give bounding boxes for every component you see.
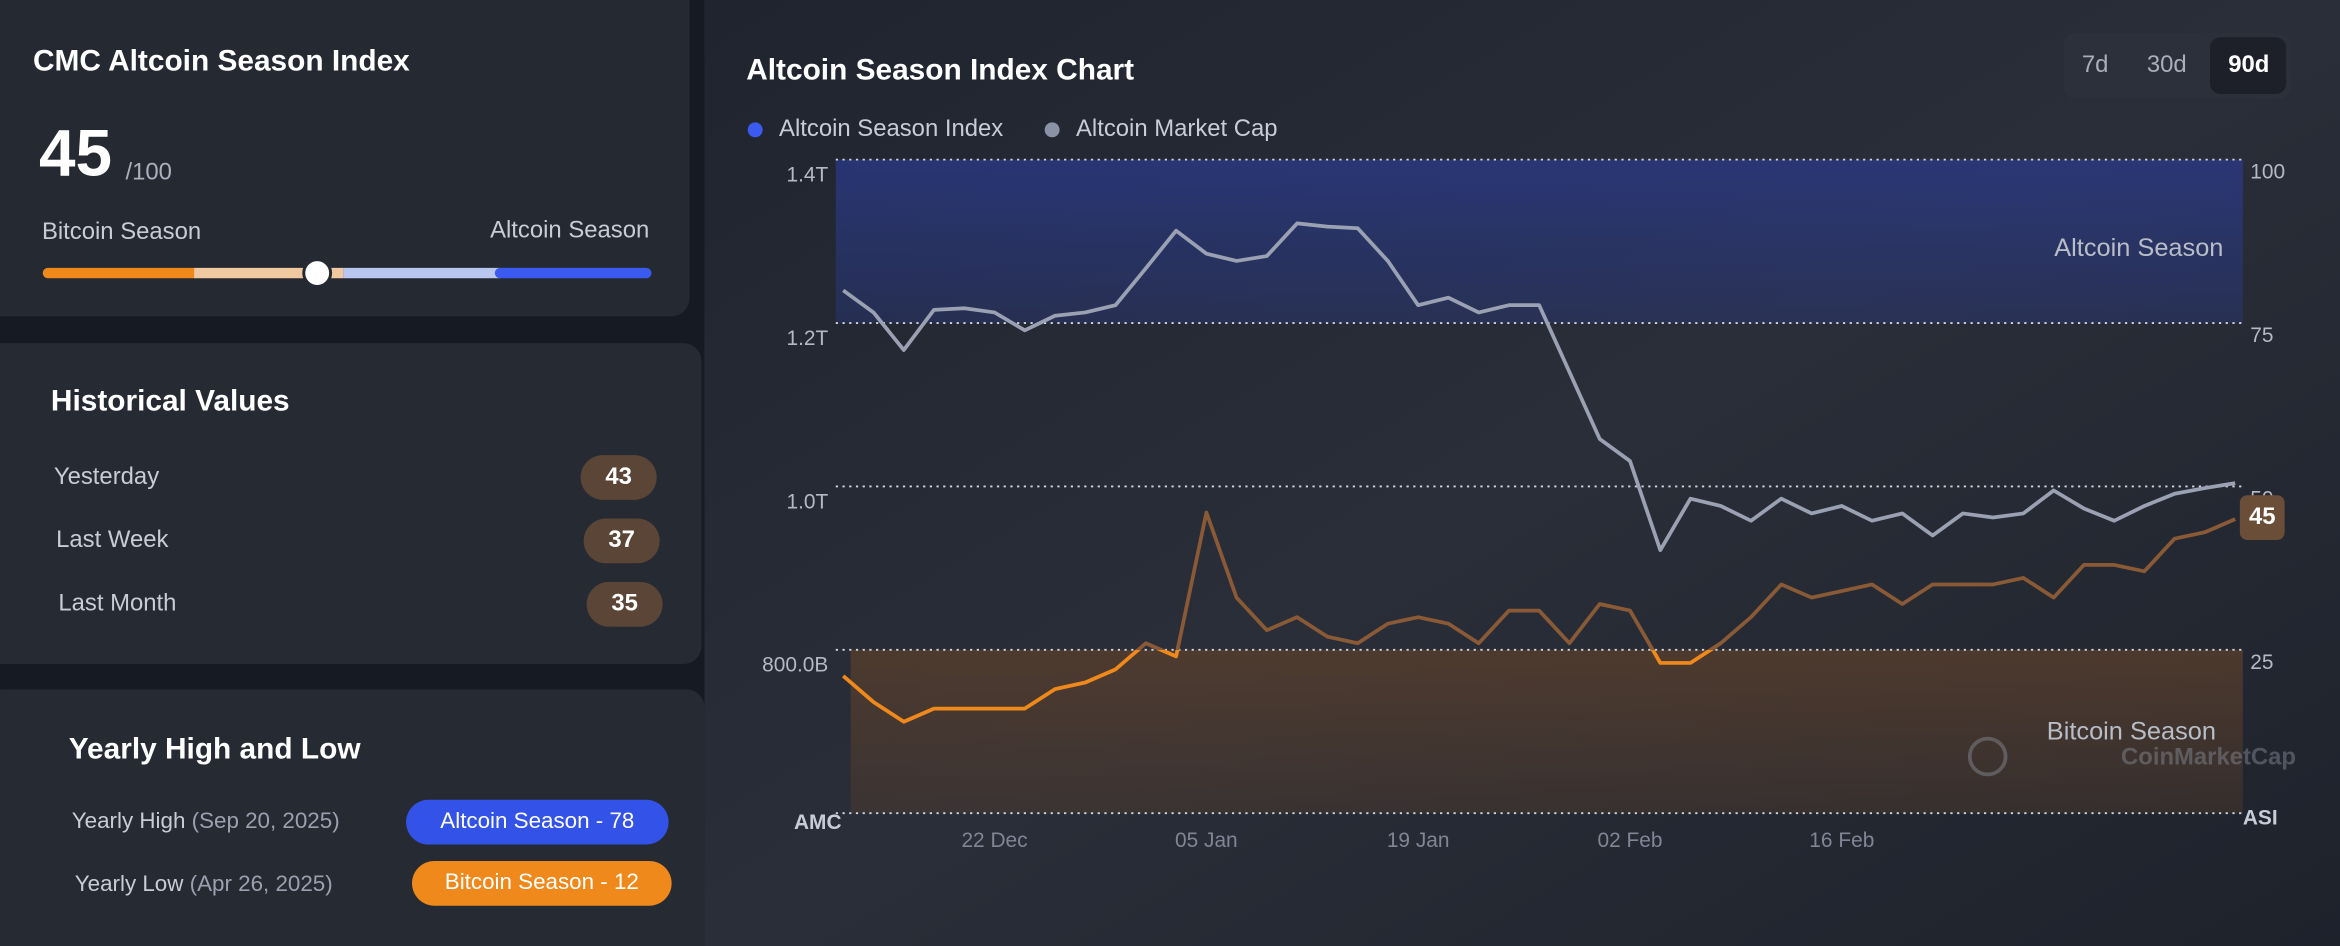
season-band xyxy=(835,159,2243,324)
yearly-low-label: Yearly Low (Apr 26, 2025) xyxy=(75,871,333,896)
historical-panel xyxy=(0,343,702,664)
x-tick-label: 16 Feb xyxy=(1809,829,1874,852)
row-value: 35 xyxy=(611,590,638,617)
x-tick-label: 19 Jan xyxy=(1387,829,1450,852)
high-badge xyxy=(406,799,669,845)
slider-knob xyxy=(302,258,333,288)
timeframe-button[interactable]: 30d xyxy=(2147,51,2187,78)
date: (Apr 26, 2025) xyxy=(190,871,333,896)
current-badge xyxy=(2239,495,2285,540)
x-tick-label: 22 Dec xyxy=(961,829,1027,852)
y2-tick-label: 75 xyxy=(2250,324,2273,347)
left-label: Bitcoin Season xyxy=(42,218,201,245)
y-tick-label: 1.0T xyxy=(787,490,829,513)
legend-label: Altcoin Market Cap xyxy=(1076,115,1278,142)
date: (Sep 20, 2025) xyxy=(192,808,340,833)
series-line xyxy=(842,510,2236,724)
label: Yearly High xyxy=(72,808,186,833)
x-tick-label: 05 Jan xyxy=(1175,829,1238,852)
season-band xyxy=(850,649,2243,814)
yearly-high-label: Yearly High (Sep 20, 2025) xyxy=(72,808,340,833)
row-value: 37 xyxy=(608,526,635,553)
x-tick-label: 02 Feb xyxy=(1597,829,1662,852)
y-tick-label: 800.0B xyxy=(762,654,828,677)
historical-title: Historical Values xyxy=(51,385,290,418)
legend-dot xyxy=(747,122,763,138)
row-value: 43 xyxy=(605,463,632,490)
y-axis-label: AMC xyxy=(794,811,842,834)
right-label: Altcoin Season xyxy=(490,217,649,244)
value-badge xyxy=(583,518,660,564)
y-tick-label: 1.2T xyxy=(787,327,829,350)
y2-axis-label: ASI xyxy=(2243,807,2278,830)
index-max: /100 xyxy=(126,158,172,185)
series-line xyxy=(842,221,2236,553)
timeframe-selected xyxy=(2210,37,2287,95)
timeframe-button[interactable]: 7d xyxy=(2082,51,2109,78)
timeframe-button[interactable]: 90d xyxy=(2228,51,2269,78)
watermark-logo xyxy=(1967,736,2008,777)
legend-label: Altcoin Season Index xyxy=(779,115,1003,142)
index-title: CMC Altcoin Season Index xyxy=(33,45,410,78)
value-badge xyxy=(586,581,663,627)
low-badge-text: Bitcoin Season - 12 xyxy=(445,869,639,894)
high-badge-text: Altcoin Season - 78 xyxy=(440,808,634,833)
band-label: Bitcoin Season xyxy=(2047,717,2216,745)
index-value: 45 xyxy=(39,117,112,190)
legend-dot xyxy=(1044,122,1060,138)
index-panel xyxy=(0,0,690,317)
low-badge xyxy=(412,860,672,906)
row-label: Last Week xyxy=(56,526,168,553)
yearly-title: Yearly High and Low xyxy=(69,732,362,765)
y2-tick-label: 100 xyxy=(2250,161,2285,184)
y2-tick-label: 25 xyxy=(2250,651,2273,674)
row-label: Yesterday xyxy=(54,463,159,490)
y-tick-label: 1.4T xyxy=(787,164,829,187)
row-label: Last Month xyxy=(58,590,176,617)
band-label: Altcoin Season xyxy=(2054,234,2223,262)
watermark: CoinMarketCap xyxy=(2121,743,2296,770)
value-badge xyxy=(580,455,657,500)
chart-title: Altcoin Season Index Chart xyxy=(746,53,1134,86)
current-value: 45 xyxy=(2249,503,2276,530)
label: Yearly Low xyxy=(75,871,184,896)
